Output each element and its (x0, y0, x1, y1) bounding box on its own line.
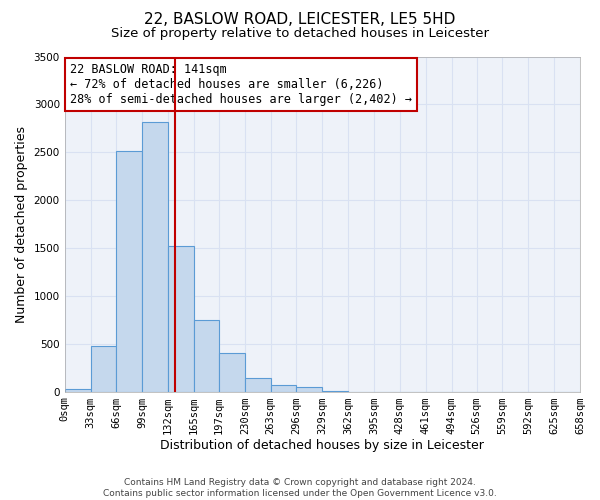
Bar (322, 390, 348, 392)
Bar (91, 346, 116, 392)
Y-axis label: Number of detached properties: Number of detached properties (15, 126, 28, 322)
Text: Contains HM Land Registry data © Crown copyright and database right 2024.
Contai: Contains HM Land Registry data © Crown c… (103, 478, 497, 498)
Text: Size of property relative to detached houses in Leicester: Size of property relative to detached ho… (111, 28, 489, 40)
Text: 22 BASLOW ROAD: 141sqm
← 72% of detached houses are smaller (6,226)
28% of semi-: 22 BASLOW ROAD: 141sqm ← 72% of detached… (70, 63, 412, 106)
Bar (194, 320, 219, 392)
Bar (219, 354, 245, 392)
Bar (296, 387, 322, 392)
X-axis label: Distribution of detached houses by size in Leicester: Distribution of detached houses by size … (160, 440, 484, 452)
Bar (116, 152, 142, 392)
Bar (168, 246, 194, 392)
Bar (245, 378, 271, 392)
Bar (142, 122, 168, 392)
Bar (65, 388, 91, 392)
Text: 22, BASLOW ROAD, LEICESTER, LE5 5HD: 22, BASLOW ROAD, LEICESTER, LE5 5HD (145, 12, 455, 28)
Bar (271, 386, 296, 392)
